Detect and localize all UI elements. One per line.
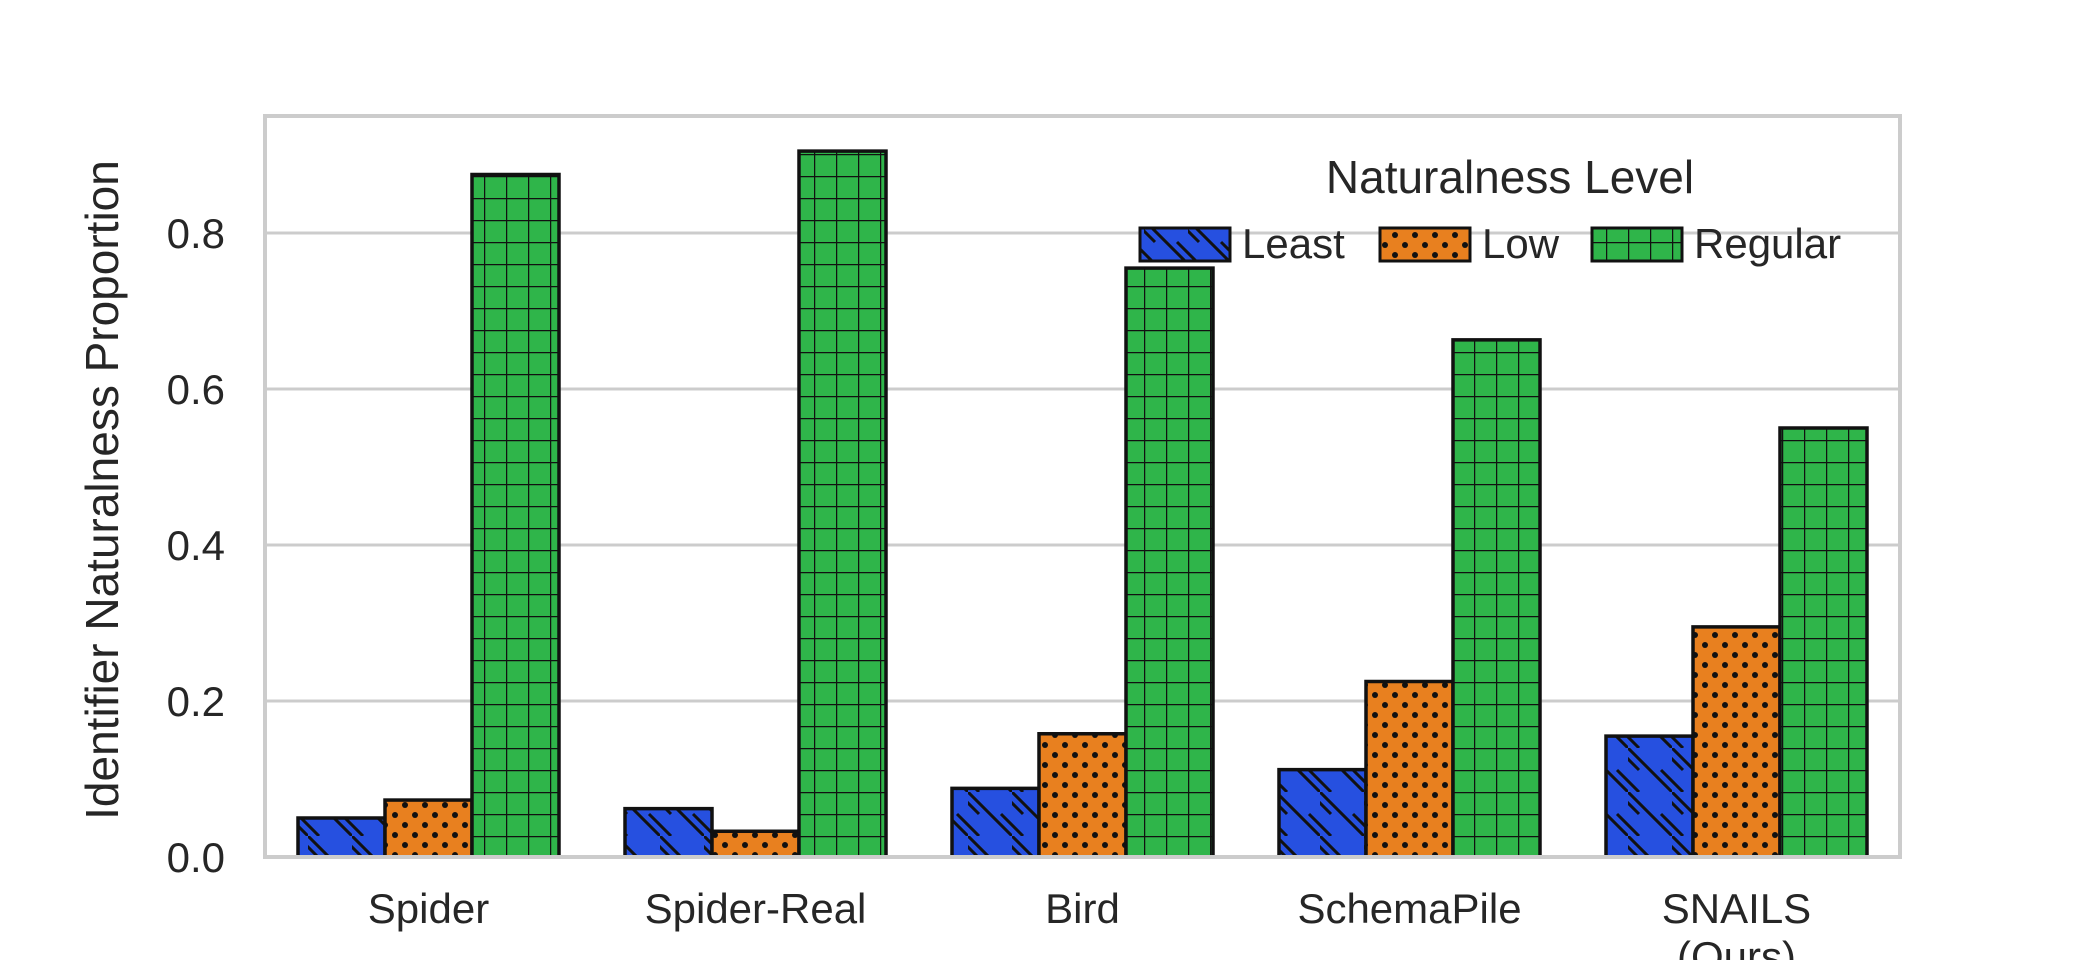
y-axis-ticks: 0.0 0.2 0.4 0.6 0.8 — [167, 210, 225, 881]
legend-item-least: Least — [1138, 220, 1345, 267]
x-tick-label: Spider-Real — [645, 885, 867, 932]
bar-low — [383, 798, 474, 859]
legend-swatch — [1138, 226, 1232, 263]
bar-regular — [1778, 426, 1869, 859]
bar-regular — [1451, 338, 1542, 859]
x-axis-ticks: Spider Spider-Real Bird SchemaPile SNAILS (Ou… — [368, 885, 1811, 960]
plot-frame — [263, 114, 1902, 859]
x-tick-label: SchemaPile — [1297, 885, 1521, 932]
legend-swatch — [1590, 226, 1684, 263]
legend-label: Low — [1482, 220, 1560, 267]
y-axis-label: Identifier Naturalness Proportion — [76, 160, 128, 820]
bar-regular — [1124, 266, 1215, 859]
bar-least — [1277, 767, 1368, 859]
bar-least — [950, 786, 1041, 859]
bar-least — [1604, 734, 1695, 859]
legend-title: Naturalness Level — [1326, 151, 1694, 203]
legend-label: Regular — [1694, 220, 1841, 267]
legend-item-low: Low — [1378, 220, 1560, 267]
bar-low — [1364, 679, 1455, 859]
x-tick-label: SNAILS (Ours) — [1662, 885, 1811, 960]
legend-swatch — [1378, 226, 1472, 263]
x-tick-label: Bird — [1045, 885, 1120, 932]
bar-regular — [470, 172, 561, 859]
bars — [296, 149, 1869, 859]
y-tick-label: 0.0 — [167, 834, 225, 881]
bar-low — [710, 829, 801, 859]
y-tick-label: 0.2 — [167, 678, 225, 725]
bar-least — [296, 816, 387, 859]
x-tick-label: Spider — [368, 885, 489, 932]
bar-least — [623, 806, 714, 859]
bar-low — [1691, 625, 1782, 859]
legend-label: Least — [1242, 220, 1345, 267]
bar-regular — [797, 149, 888, 859]
y-tick-label: 0.8 — [167, 210, 225, 257]
y-tick-label: 0.4 — [167, 522, 225, 569]
y-tick-label: 0.6 — [167, 366, 225, 413]
legend: Naturalness Level Least Low Regular — [1138, 151, 1841, 267]
legend-item-regular: Regular — [1590, 220, 1841, 267]
bar-low — [1037, 732, 1128, 859]
